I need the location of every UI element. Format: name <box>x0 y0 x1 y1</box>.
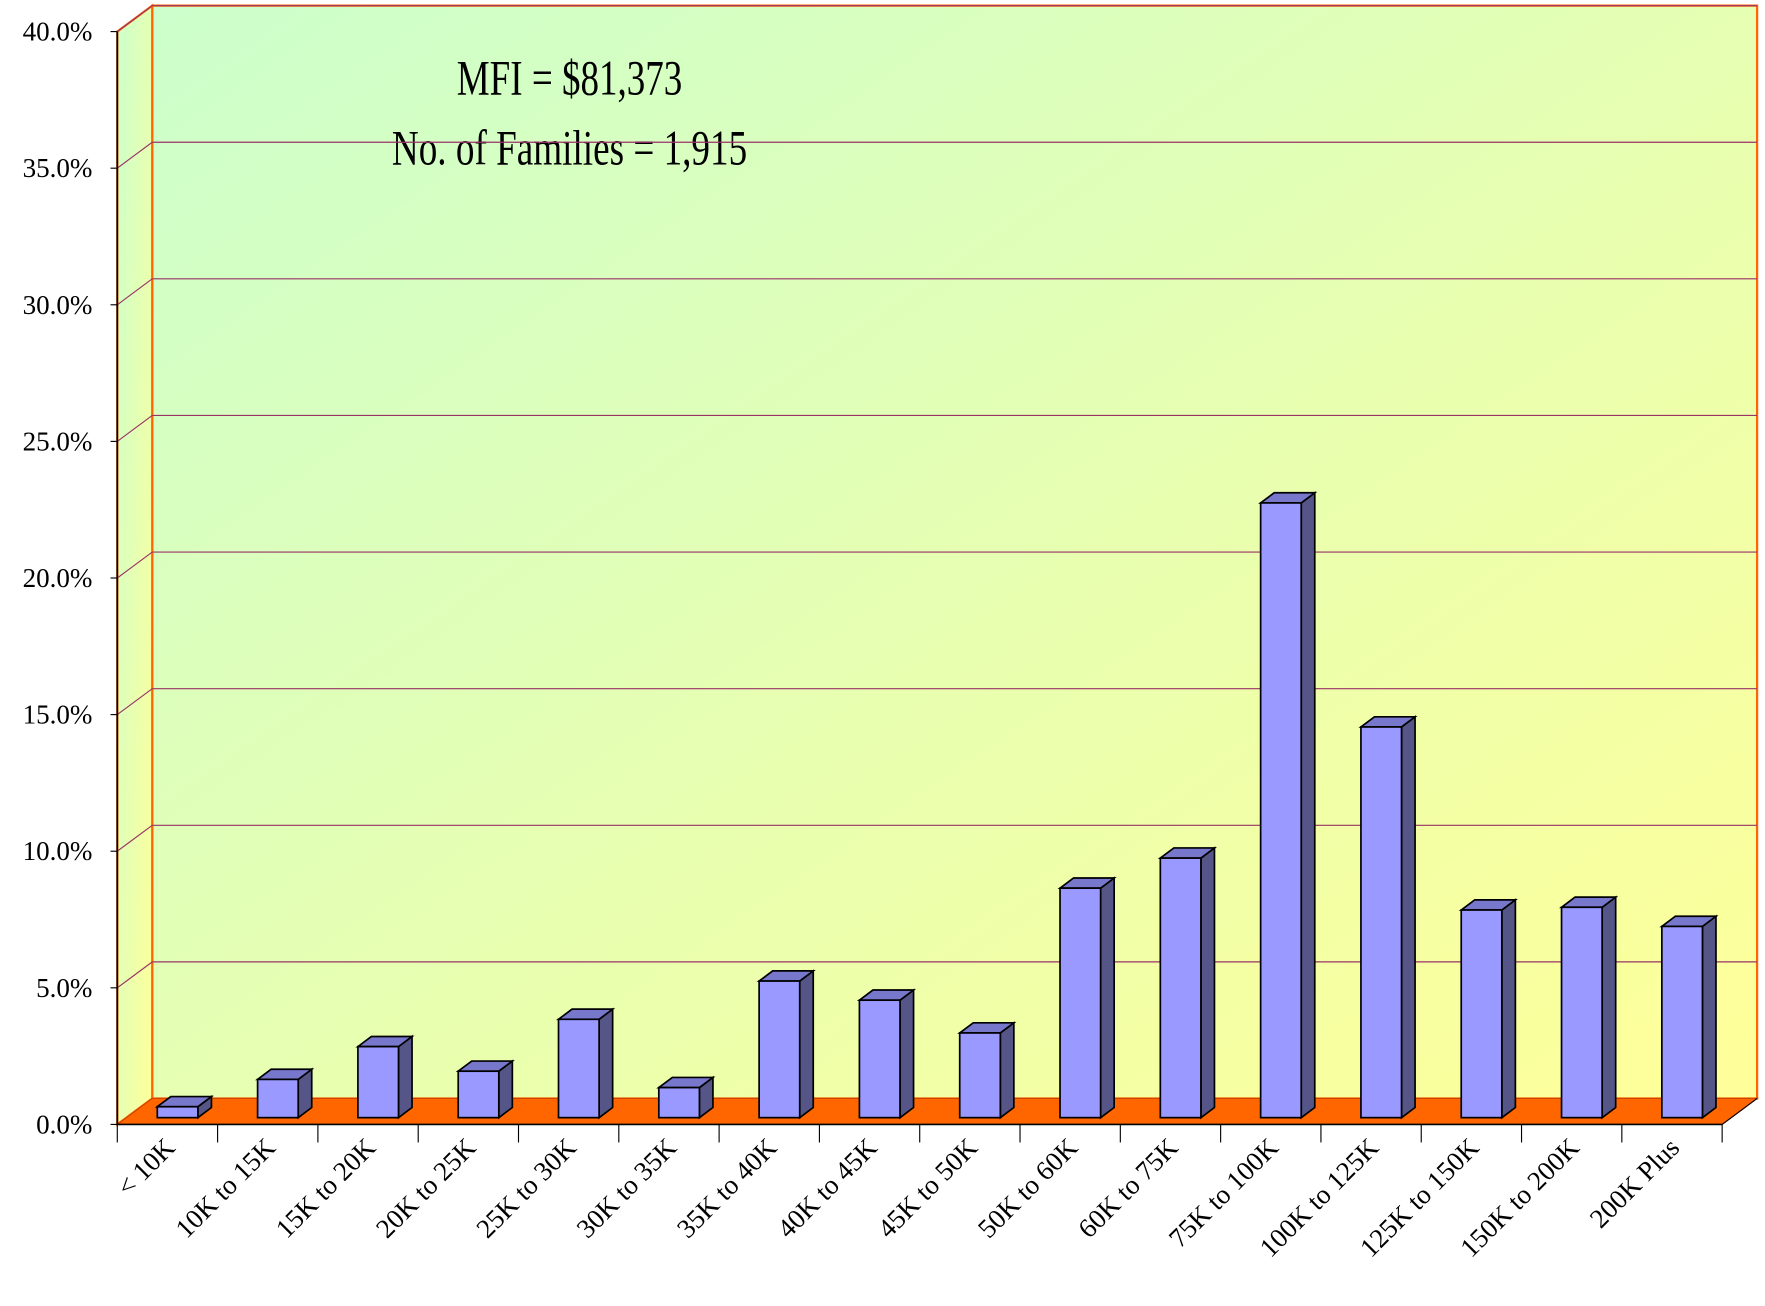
bar-front <box>457 1070 500 1119</box>
y-tick-label: 0.0% <box>36 1109 92 1139</box>
bar-front <box>758 980 801 1119</box>
y-tick-label: 40.0% <box>23 17 93 47</box>
x-tick-label: 50K to 60K <box>972 1132 1084 1244</box>
bar-front <box>1360 726 1403 1119</box>
bar <box>1258 491 1318 1120</box>
bar-front <box>156 1105 199 1119</box>
annotation: No. of Families = 1,915 <box>392 121 747 176</box>
grid-line <box>116 278 153 306</box>
bar-side <box>999 1021 1015 1120</box>
bar <box>355 1034 415 1120</box>
bar-front <box>858 999 901 1119</box>
y-tick-label: 25.0% <box>23 426 93 456</box>
grid-line <box>116 551 153 579</box>
bar <box>1559 895 1619 1120</box>
grid-line <box>116 5 153 33</box>
bar-front <box>958 1032 1002 1119</box>
bar-front <box>256 1078 300 1119</box>
bar <box>1458 898 1518 1120</box>
grid-line <box>116 415 153 442</box>
grid-line <box>116 961 153 989</box>
x-tick-label: 30K to 35K <box>571 1132 683 1244</box>
bar <box>455 1059 515 1120</box>
bar-front <box>1460 909 1503 1119</box>
x-tick-label: 45K to 50K <box>872 1132 984 1244</box>
x-tick-label: 20K to 25K <box>370 1132 482 1244</box>
bar-side <box>1300 491 1316 1120</box>
x-tick-label: 200K Plus <box>1584 1132 1685 1233</box>
grid-line <box>116 688 153 716</box>
bar-front <box>1059 887 1102 1119</box>
bar-side <box>598 1007 614 1120</box>
x-tick-label: 35K to 40K <box>671 1132 783 1244</box>
axis-edge <box>1721 1098 1758 1125</box>
bar-side <box>1400 715 1416 1120</box>
bar-side <box>1200 846 1216 1120</box>
bar-side <box>899 988 915 1120</box>
bar-front <box>1560 906 1603 1119</box>
x-tick-label: < 10K <box>111 1132 181 1202</box>
y-tick-label: 35.0% <box>23 153 93 183</box>
grid-line <box>116 141 153 169</box>
bar <box>255 1067 315 1120</box>
bar <box>1659 914 1719 1120</box>
bar <box>555 1007 616 1120</box>
bar-side <box>1500 898 1517 1120</box>
y-tick-label: 30.0% <box>23 290 93 320</box>
x-tick-label: 25K to 30K <box>470 1132 582 1244</box>
x-tick-label: 40K to 45K <box>771 1132 883 1244</box>
x-tick-label: 15K to 20K <box>270 1132 382 1244</box>
bar <box>756 969 816 1120</box>
annotation: MFI = $81,373 <box>457 51 683 106</box>
bar-front <box>557 1018 600 1119</box>
bar-front <box>357 1045 400 1119</box>
bar-side <box>798 969 815 1120</box>
bar <box>957 1021 1017 1120</box>
bar <box>1057 876 1117 1120</box>
bar <box>154 1094 214 1120</box>
y-tick-label: 10.0% <box>23 836 93 866</box>
bar-front <box>1259 502 1303 1119</box>
y-tick-label: 15.0% <box>23 700 93 730</box>
bar-front <box>1660 925 1704 1119</box>
bar-side <box>1601 895 1617 1120</box>
y-tick-label: 5.0% <box>36 973 92 1003</box>
bar <box>656 1075 716 1120</box>
bar-front <box>1159 857 1202 1119</box>
grid-line <box>116 824 153 852</box>
bar-side <box>397 1034 413 1120</box>
x-tick-label: 10K to 15K <box>169 1132 281 1244</box>
bar <box>1157 846 1217 1120</box>
bar <box>1358 715 1418 1120</box>
bar-front <box>657 1086 701 1119</box>
bar-side <box>1099 876 1116 1120</box>
bar-side <box>1701 914 1717 1120</box>
bar <box>856 988 917 1120</box>
y-tick-label: 20.0% <box>23 563 93 593</box>
